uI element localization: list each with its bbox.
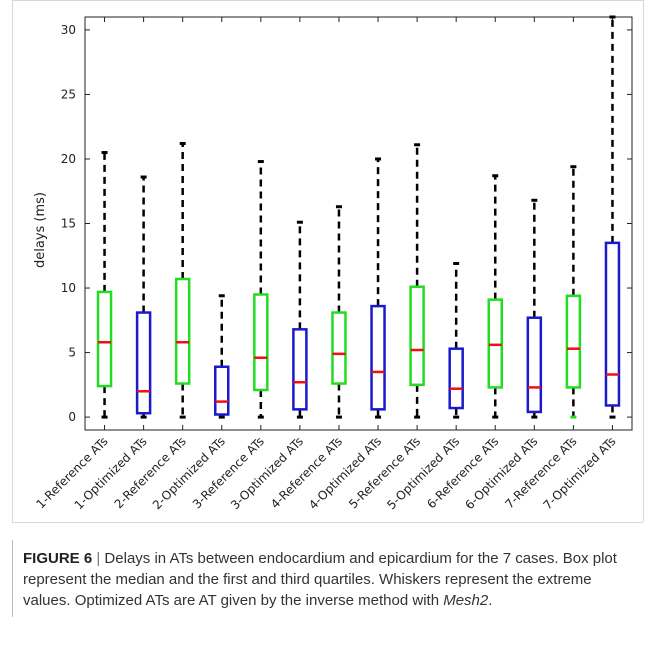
iqr-box	[409, 285, 425, 387]
x-tick-label: 2-Optimized ATs	[150, 434, 228, 512]
figure-frame-right	[643, 0, 644, 522]
x-tick-label: 5-Optimized ATs	[384, 434, 462, 512]
caption-text: Delays in ATs between endocardium and ep…	[23, 550, 617, 609]
iqr-box	[487, 298, 503, 389]
y-axis-label: delays (ms)	[33, 192, 48, 268]
figure-frame-top	[12, 0, 643, 1]
x-tick-label: 4-Optimized ATs	[306, 434, 384, 512]
y-tick-label: 30	[61, 23, 76, 37]
x-tick-label: 6-Reference ATs	[424, 434, 501, 511]
iqr-box	[214, 365, 230, 416]
figure-label: FIGURE 6	[23, 550, 93, 567]
x-tick-label: 4-Reference ATs	[268, 434, 345, 511]
x-tick-label: 1-Optimized ATs	[72, 434, 150, 512]
figure-caption: FIGURE 6 | Delays in ATs between endocar…	[12, 540, 637, 617]
caption-separator: |	[96, 550, 101, 567]
iqr-box	[331, 311, 347, 385]
plot-frame	[84, 16, 633, 431]
caption-mesh-name: Mesh2	[443, 592, 489, 609]
y-tick-label: 5	[68, 346, 76, 360]
x-tick-label: 7-Reference ATs	[502, 434, 579, 511]
iqr-box	[174, 277, 191, 385]
x-tick-label: 5-Reference ATs	[346, 434, 423, 511]
iqr-box	[565, 294, 582, 389]
x-tick-label: 6-Optimized ATs	[462, 434, 540, 512]
y-tick-label: 10	[61, 281, 76, 295]
iqr-box	[96, 290, 113, 388]
iqr-box	[292, 328, 308, 411]
y-tick-label: 20	[61, 152, 76, 166]
iqr-box	[604, 241, 621, 407]
x-tick-label: 2-Reference ATs	[112, 434, 189, 511]
x-tick-label: 1-Reference ATs	[34, 434, 111, 511]
iqr-box	[253, 293, 269, 392]
y-tick-label: 0	[68, 410, 76, 424]
figure-frame-left	[12, 0, 13, 522]
caption-end: .	[488, 592, 493, 609]
y-tick-label: 15	[61, 217, 76, 231]
x-tick-label: 3-Reference ATs	[190, 434, 267, 511]
iqr-box	[135, 311, 152, 415]
iqr-box	[448, 347, 464, 410]
iqr-box	[526, 316, 543, 414]
x-tick-label: 3-Optimized ATs	[228, 434, 306, 512]
iqr-box	[370, 304, 386, 411]
y-tick-label: 25	[61, 87, 76, 101]
figure-divider	[12, 522, 643, 523]
x-tick-label: 7-Optimized ATs	[541, 434, 619, 512]
